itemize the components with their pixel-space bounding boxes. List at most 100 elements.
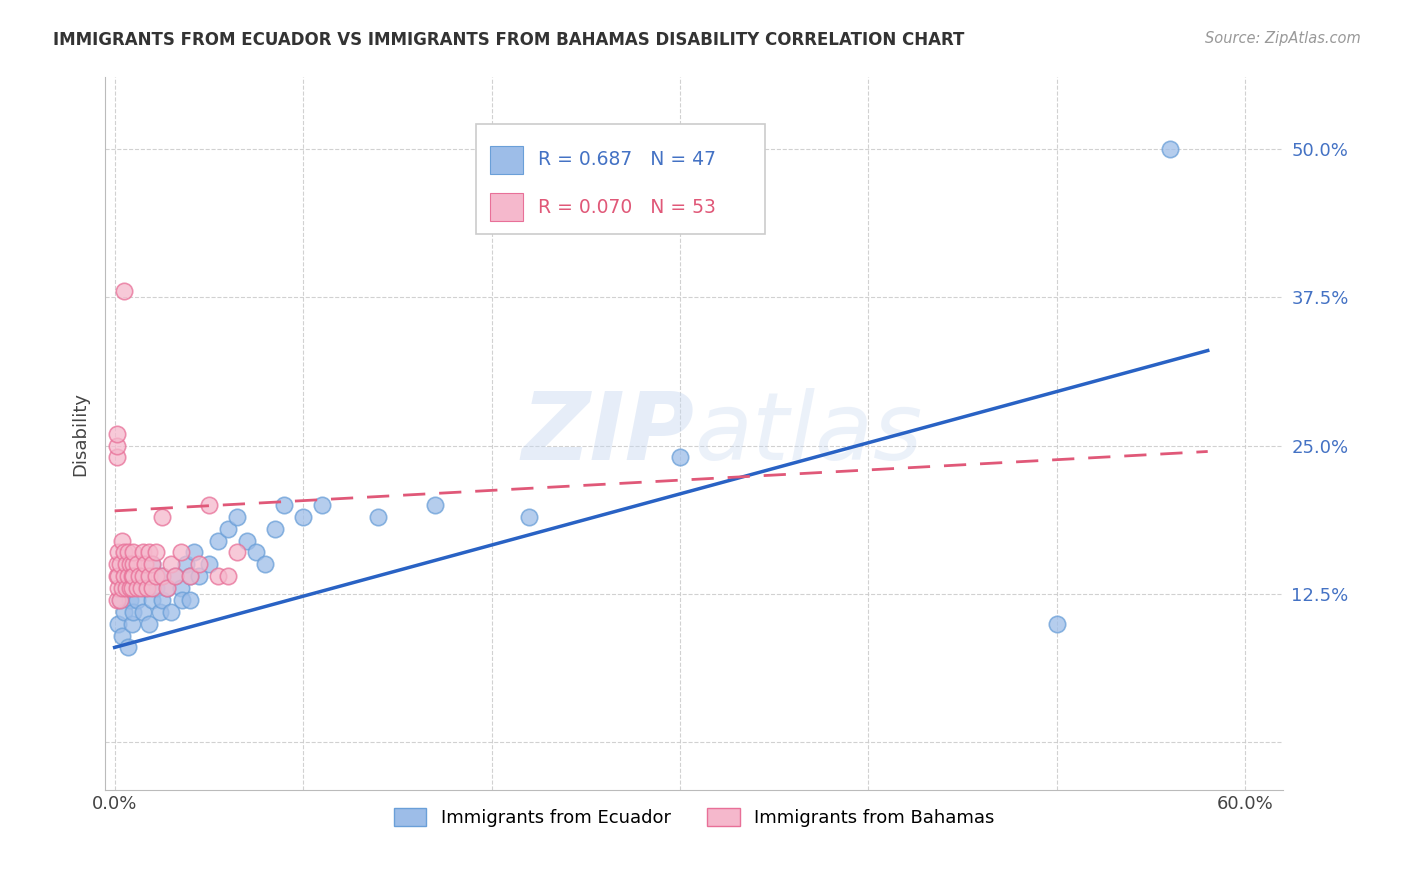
Point bbox=[179, 593, 201, 607]
Point bbox=[107, 569, 129, 583]
Point bbox=[132, 605, 155, 619]
Point bbox=[160, 558, 183, 572]
Text: Source: ZipAtlas.com: Source: ZipAtlas.com bbox=[1205, 31, 1361, 46]
FancyBboxPatch shape bbox=[491, 194, 523, 221]
Point bbox=[121, 569, 143, 583]
Point bbox=[115, 558, 138, 572]
Point bbox=[423, 498, 446, 512]
Point bbox=[150, 569, 173, 583]
Point bbox=[138, 545, 160, 559]
Point bbox=[141, 593, 163, 607]
Point bbox=[174, 558, 197, 572]
Point bbox=[105, 569, 128, 583]
Point bbox=[156, 581, 179, 595]
Point bbox=[105, 426, 128, 441]
Point bbox=[110, 593, 132, 607]
Point bbox=[263, 522, 285, 536]
Point bbox=[117, 640, 139, 655]
Text: atlas: atlas bbox=[695, 388, 922, 479]
Legend: Immigrants from Ecuador, Immigrants from Bahamas: Immigrants from Ecuador, Immigrants from… bbox=[387, 800, 1001, 834]
Point bbox=[145, 581, 167, 595]
Point bbox=[115, 581, 138, 595]
Point bbox=[134, 581, 156, 595]
Point bbox=[135, 581, 157, 595]
Point bbox=[207, 569, 229, 583]
Point bbox=[226, 509, 249, 524]
Point bbox=[128, 569, 150, 583]
Point bbox=[138, 569, 160, 583]
Point bbox=[169, 545, 191, 559]
Point bbox=[112, 605, 135, 619]
Y-axis label: Disability: Disability bbox=[72, 392, 89, 475]
Point bbox=[128, 569, 150, 583]
Point bbox=[188, 569, 211, 583]
Point bbox=[150, 593, 173, 607]
FancyBboxPatch shape bbox=[491, 145, 523, 174]
Point bbox=[127, 593, 149, 607]
Point bbox=[112, 284, 135, 298]
Point bbox=[118, 593, 141, 607]
Point bbox=[122, 605, 145, 619]
Point bbox=[367, 509, 389, 524]
Point bbox=[183, 545, 205, 559]
Point bbox=[669, 450, 692, 465]
Point bbox=[169, 581, 191, 595]
Point bbox=[110, 558, 132, 572]
Point bbox=[122, 545, 145, 559]
Point bbox=[145, 545, 167, 559]
Point bbox=[121, 581, 143, 595]
Point bbox=[107, 545, 129, 559]
Text: R = 0.687   N = 47: R = 0.687 N = 47 bbox=[537, 150, 716, 169]
Point bbox=[132, 545, 155, 559]
Point bbox=[141, 558, 163, 572]
Point bbox=[292, 509, 315, 524]
Point bbox=[188, 558, 211, 572]
Point bbox=[111, 581, 134, 595]
Point bbox=[179, 569, 201, 583]
Point bbox=[122, 569, 145, 583]
Point bbox=[105, 438, 128, 452]
Point bbox=[245, 545, 267, 559]
Point bbox=[117, 569, 139, 583]
Point bbox=[105, 450, 128, 465]
Point bbox=[1159, 142, 1181, 156]
Point bbox=[160, 605, 183, 619]
Point bbox=[112, 545, 135, 559]
Point bbox=[235, 533, 257, 548]
Point bbox=[132, 569, 155, 583]
Point bbox=[107, 581, 129, 595]
Point bbox=[217, 522, 239, 536]
Point bbox=[141, 558, 163, 572]
Point bbox=[105, 593, 128, 607]
Point bbox=[517, 509, 540, 524]
Point bbox=[156, 581, 179, 595]
Point bbox=[217, 569, 239, 583]
Point bbox=[127, 581, 149, 595]
Point bbox=[226, 545, 249, 559]
Point bbox=[115, 581, 138, 595]
Text: IMMIGRANTS FROM ECUADOR VS IMMIGRANTS FROM BAHAMAS DISABILITY CORRELATION CHART: IMMIGRANTS FROM ECUADOR VS IMMIGRANTS FR… bbox=[53, 31, 965, 49]
Point bbox=[149, 605, 172, 619]
Point bbox=[111, 628, 134, 642]
FancyBboxPatch shape bbox=[477, 124, 765, 235]
Point bbox=[150, 509, 173, 524]
Point bbox=[179, 569, 201, 583]
Point bbox=[118, 558, 141, 572]
Point bbox=[118, 581, 141, 595]
Point bbox=[134, 558, 156, 572]
Point bbox=[117, 545, 139, 559]
Point bbox=[141, 581, 163, 595]
Point bbox=[1046, 616, 1069, 631]
Point bbox=[110, 593, 132, 607]
Point bbox=[145, 569, 167, 583]
Point bbox=[163, 569, 186, 583]
Point bbox=[111, 533, 134, 548]
Point bbox=[129, 581, 152, 595]
Point bbox=[121, 616, 143, 631]
Point bbox=[138, 616, 160, 631]
Point bbox=[150, 569, 173, 583]
Point bbox=[112, 569, 135, 583]
Point bbox=[172, 593, 194, 607]
Text: R = 0.070   N = 53: R = 0.070 N = 53 bbox=[537, 198, 716, 217]
Point bbox=[273, 498, 295, 512]
